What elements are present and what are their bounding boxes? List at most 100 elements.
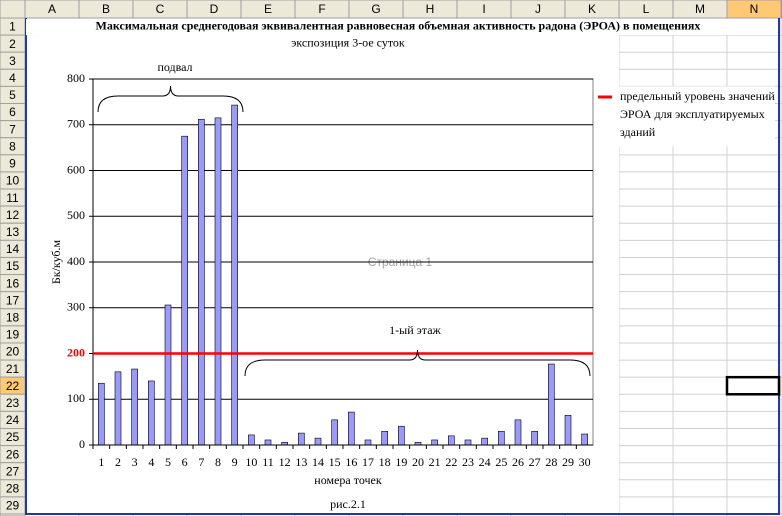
row-header-label: 22 [6, 379, 20, 393]
x-tick-label: 2 [115, 455, 121, 469]
row-header-label: 3 [9, 54, 16, 68]
row-header-label: 20 [6, 345, 20, 359]
bar [98, 382, 105, 446]
bar [114, 371, 122, 446]
x-tick-label: 29 [562, 455, 574, 469]
column-header-label: A [48, 2, 56, 16]
bar [198, 118, 205, 446]
column-header-label: J [535, 2, 541, 16]
y-tick-label: 600 [67, 162, 85, 176]
annotation: подвал [157, 60, 192, 74]
bar [331, 419, 338, 446]
row-header-label: 15 [6, 259, 20, 273]
row-header-label: 2 [9, 37, 16, 51]
x-tick-label: 13 [295, 455, 307, 469]
x-tick-label: 27 [529, 455, 541, 469]
bar [248, 434, 255, 446]
row-header-label: 1 [9, 20, 16, 34]
x-tick-label: 22 [445, 455, 457, 469]
row-header-label: 13 [6, 225, 20, 239]
bar [581, 433, 588, 446]
x-tick-label: 23 [462, 455, 474, 469]
row-header-label: 24 [6, 413, 20, 427]
row-header-label: 23 [6, 396, 20, 410]
row-header-label: 18 [6, 310, 20, 324]
bar [514, 419, 522, 446]
row-header-label: 10 [6, 174, 20, 188]
column-header-label: I [482, 2, 485, 16]
y-tick-label: 800 [67, 71, 85, 85]
x-tick-label: 15 [329, 455, 341, 469]
bar [231, 104, 238, 446]
row-header-label: 12 [6, 208, 20, 222]
bar [298, 432, 305, 446]
column-header-label: L [643, 2, 650, 16]
bar [531, 430, 538, 446]
row-header-label: 16 [6, 276, 20, 290]
x-tick-label: 12 [279, 455, 291, 469]
brace [97, 85, 244, 113]
row-header-label: 29 [6, 499, 20, 513]
x-tick-label: 8 [215, 455, 221, 469]
bar [131, 368, 138, 446]
bar [431, 439, 438, 446]
column-header-label: H [426, 2, 435, 16]
x-tick-label: 16 [345, 455, 357, 469]
x-tick-label: 30 [579, 455, 591, 469]
y-tick-label: 500 [67, 208, 85, 222]
y-tick-label: 700 [67, 117, 85, 131]
brace [244, 349, 591, 377]
row-header-label: 9 [9, 157, 16, 171]
row-header-label: 28 [6, 482, 20, 496]
threshold-label: 200 [67, 345, 85, 359]
selected-cell[interactable] [725, 375, 781, 396]
row-header-label: 4 [9, 71, 16, 85]
x-tick-label: 5 [165, 455, 171, 469]
bar [164, 304, 172, 446]
row-header-label: 25 [6, 430, 20, 444]
bar [348, 411, 355, 446]
column-header-label: M [695, 2, 705, 16]
row-header-label: 14 [6, 242, 20, 256]
row-header-label: 11 [6, 191, 19, 205]
chart-title: Максимальная среднегодовая эквивалентная… [96, 18, 701, 32]
row-header-label: 5 [9, 88, 16, 102]
row-header-label: 17 [6, 293, 20, 307]
x-tick-label: 25 [495, 455, 507, 469]
x-tick-label: 14 [312, 455, 324, 469]
threshold-label-bg [58, 345, 89, 362]
x-tick-label: 4 [148, 455, 154, 469]
y-tick-label: 100 [67, 391, 85, 405]
x-tick-label: 26 [512, 455, 524, 469]
bar [148, 380, 155, 446]
column-header-label: G [371, 2, 380, 16]
legend-box [595, 86, 775, 147]
title-cell [26, 19, 778, 36]
row-header-label: 19 [6, 328, 20, 342]
x-tick-label: 6 [182, 455, 188, 469]
x-tick-label: 9 [232, 455, 238, 469]
x-tick-label: 24 [479, 455, 491, 469]
column-header[interactable] [726, 0, 782, 19]
x-axis-label: номера точек [314, 473, 382, 487]
x-tick-label: 11 [262, 455, 274, 469]
column-header-label: E [264, 2, 272, 16]
bar [481, 437, 488, 446]
bar [548, 363, 555, 446]
x-tick-label: 18 [379, 455, 391, 469]
column-header-label: D [210, 2, 219, 16]
x-tick-label: 20 [412, 455, 424, 469]
x-tick-label: 28 [545, 455, 557, 469]
column-header-label: K [588, 2, 596, 16]
chart-subtitle: экспозиция 3-ое суток [291, 35, 405, 49]
bar [214, 117, 222, 446]
x-tick-label: 21 [429, 455, 441, 469]
y-axis-label: Бк/куб.м [49, 239, 63, 284]
bar [464, 439, 472, 446]
bar [381, 430, 388, 446]
bar [181, 135, 188, 446]
caption: рис.2.1 [330, 497, 366, 511]
bar [564, 414, 572, 446]
x-tick-label: 3 [132, 455, 138, 469]
column-header-label: N [750, 2, 759, 16]
